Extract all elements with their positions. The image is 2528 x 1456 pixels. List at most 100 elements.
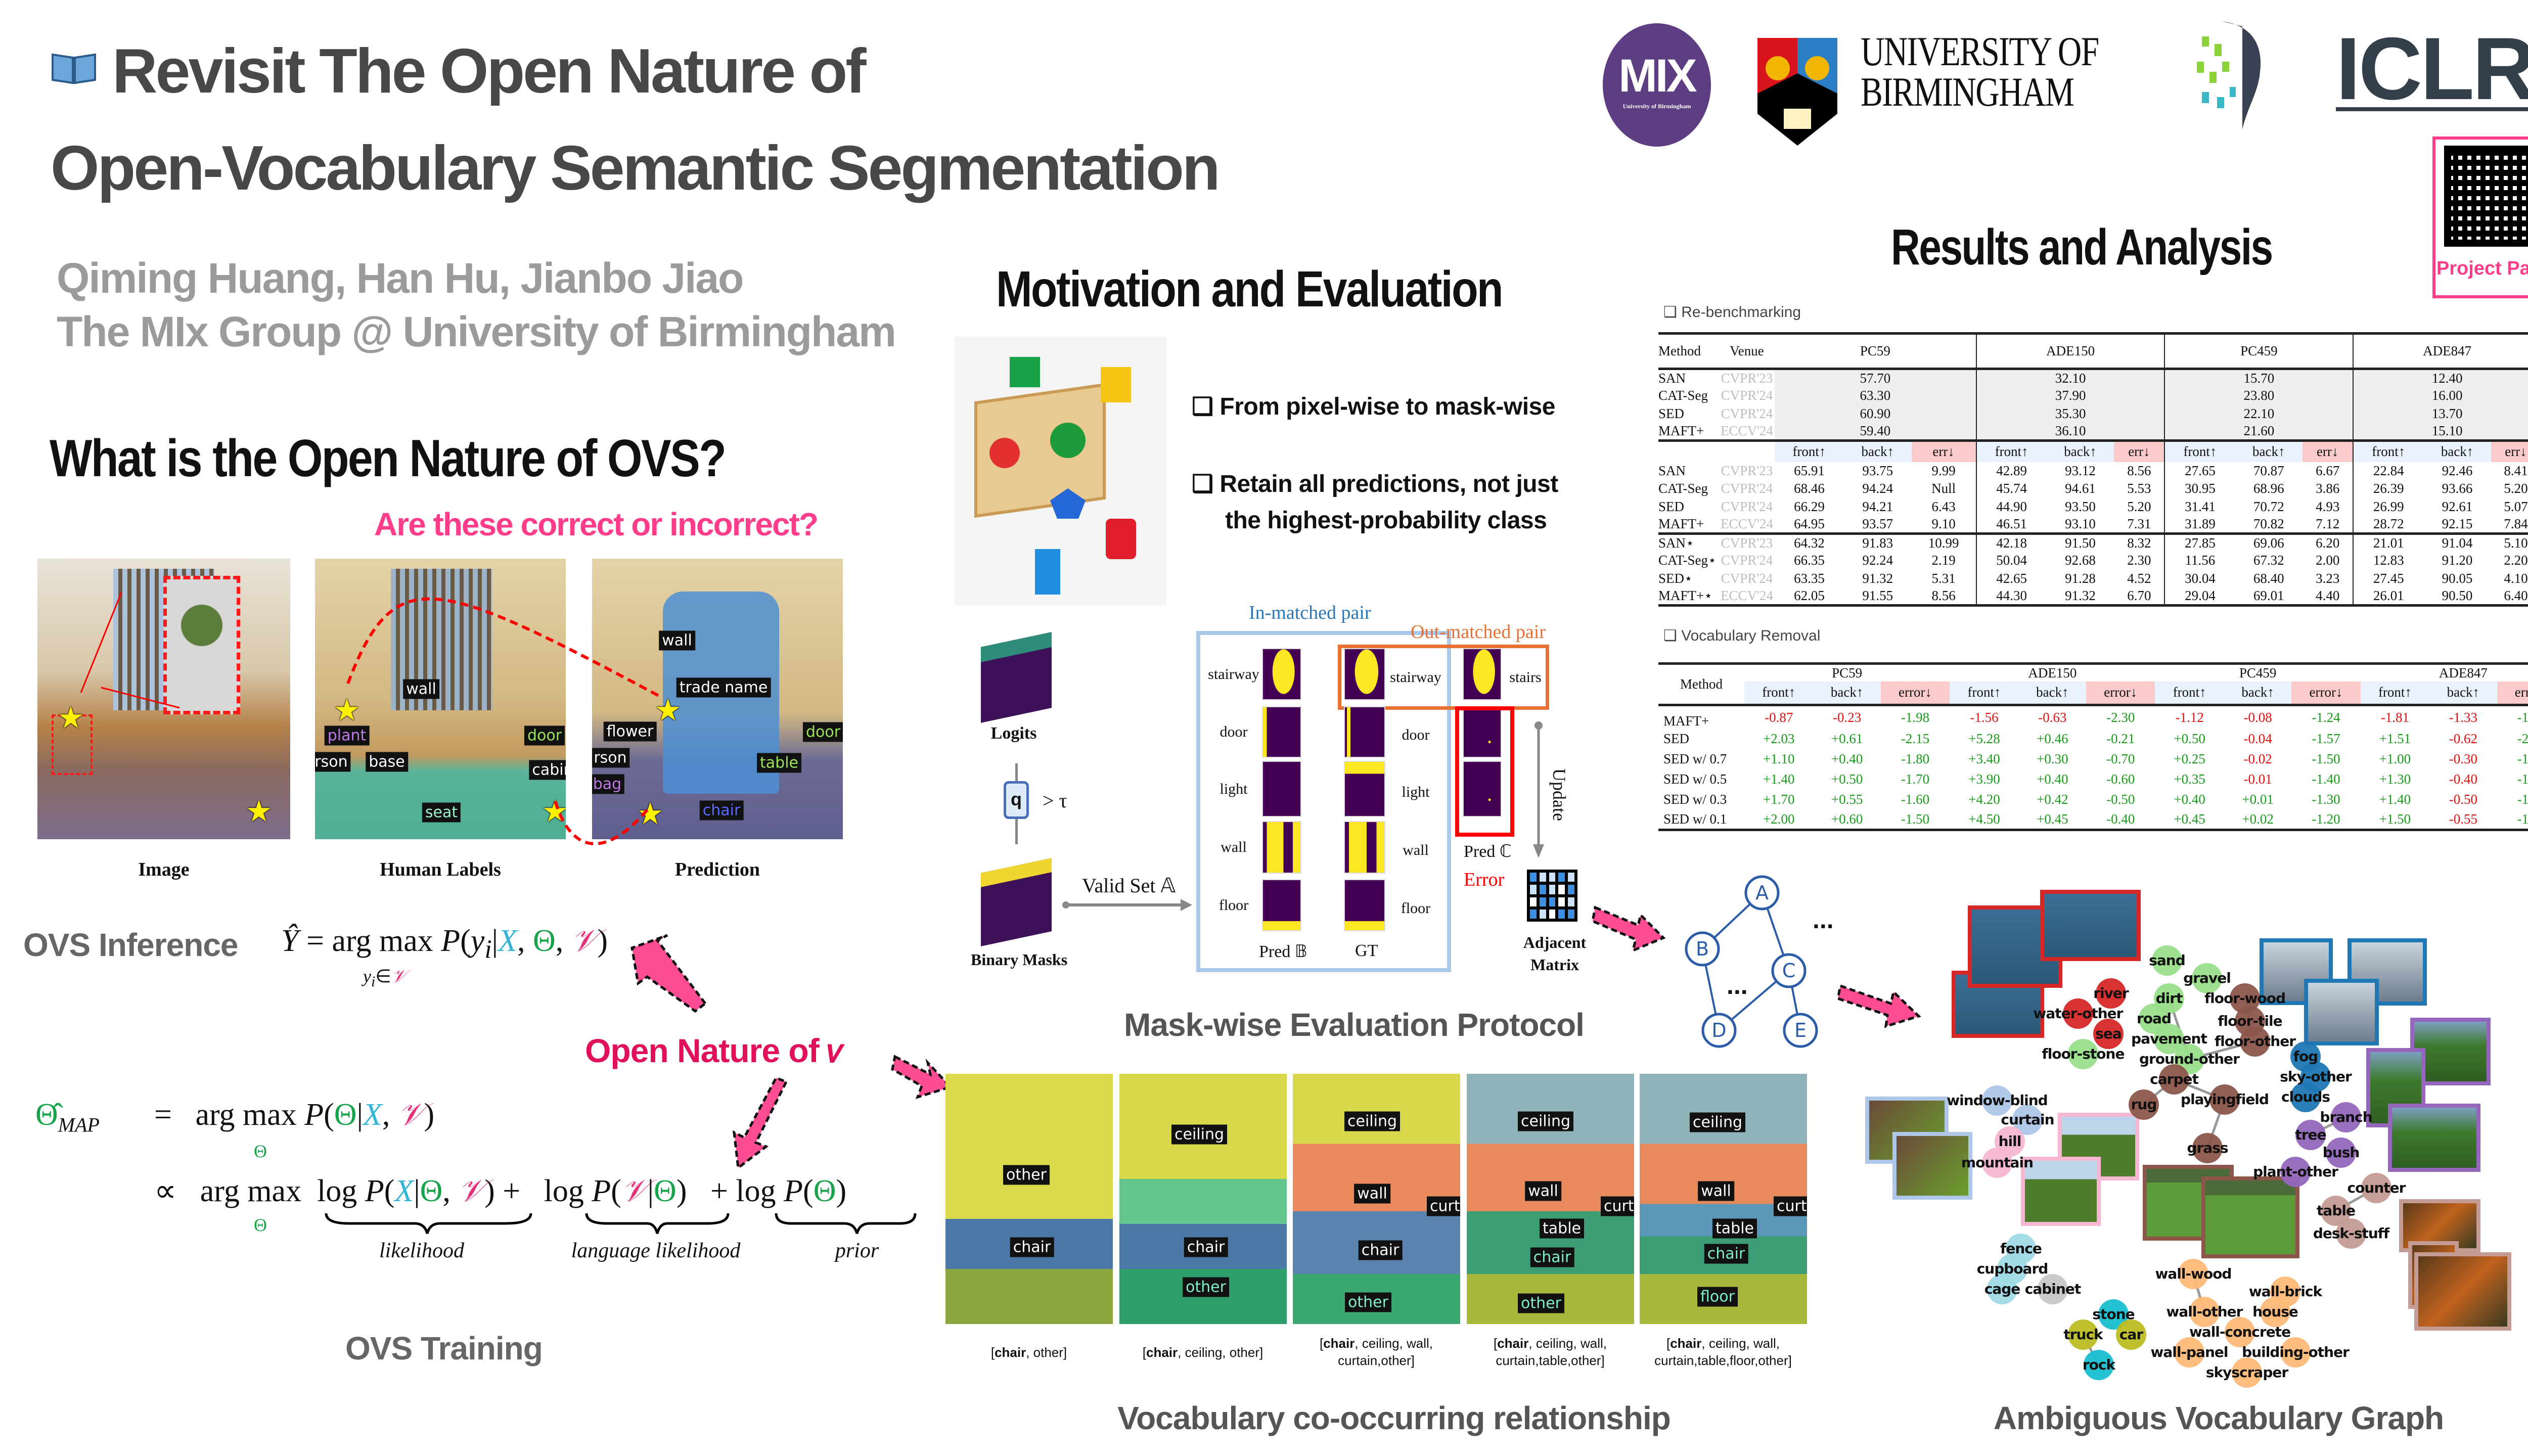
delta-cell: +3.40 xyxy=(1968,751,2000,766)
underbraces xyxy=(325,1213,917,1234)
metric-cell: 2.00 xyxy=(2316,553,2340,568)
dataset-header: PC59 xyxy=(1860,343,1890,358)
poster-title-line2: Open-Vocabulary Semantic Segmentation xyxy=(51,133,1221,203)
delta-cell: +0.02 xyxy=(2242,811,2274,827)
flower-highlight-box xyxy=(52,714,93,775)
segment-label-tag: chair xyxy=(1704,1244,1748,1264)
class-label: floor xyxy=(1218,896,1249,914)
in-matched-box xyxy=(1196,631,1451,972)
method-cell: MAFT+ xyxy=(1658,516,1704,531)
sub-header-cell: front↑ xyxy=(2353,440,2424,462)
delta-cell: +0.35 xyxy=(2174,771,2205,787)
zoom-inset xyxy=(163,576,240,714)
graph-node xyxy=(1685,931,1720,967)
caption-text: , ceiling, wall, xyxy=(1701,1336,1780,1351)
vocab-cooccurring-title: Vocabulary co-occurring relationship xyxy=(1117,1400,1671,1436)
metric-cell: 30.95 xyxy=(2164,480,2235,498)
metric-cell: 92.24 xyxy=(1862,553,1893,568)
graph-node-label: fence xyxy=(2000,1240,2042,1257)
graph-node xyxy=(2295,1120,2326,1150)
graph-node xyxy=(2331,1102,2361,1132)
venue-cell: CVPR'23 xyxy=(1721,463,1773,478)
iclr-logo-text: ICLR xyxy=(2336,25,2528,113)
vocab-removal-label: ❑ Vocabulary Removal xyxy=(1663,627,1820,645)
table-row: SED CVPR'24 66.29 94.21 6.43 44.90 93.50 5.20 31… xyxy=(1658,497,2528,516)
method-cell: SAN xyxy=(1658,463,1686,478)
delta-cell: +4.50 xyxy=(1968,811,2000,827)
metric-cell: 94.24 xyxy=(1862,481,1893,496)
graph-node xyxy=(1982,1085,2012,1116)
metric-cell: 90.50 xyxy=(2442,588,2473,603)
label-tag: rson xyxy=(592,748,630,768)
ovs-inference-label: OVS Inference xyxy=(23,927,238,963)
caption-text: curtain,table,other] xyxy=(1496,1353,1605,1368)
method-cell: CAT-Seg⋆ xyxy=(1658,553,1717,568)
binary-mask-thumbnail xyxy=(1262,821,1301,874)
graph-node-label: sea xyxy=(2095,1025,2122,1042)
graph-node xyxy=(2225,1317,2255,1347)
graph-node-label: table xyxy=(2317,1202,2356,1219)
metric-cell: 91.32 xyxy=(1862,570,1893,586)
metric-cell: 27.45 xyxy=(2353,569,2424,587)
inference-subscript: yi∈𝒱 xyxy=(363,966,407,990)
sub-header-row: front↑ back↑ error↓ front↑ back↑ error↓ front↑… xyxy=(1658,681,2528,705)
project-page-label[interactable]: Project Page xyxy=(2436,258,2528,279)
star-icon: ★ xyxy=(654,693,682,727)
metric-cell: 4.40 xyxy=(2316,588,2340,603)
delta-cell: -1.81 xyxy=(2380,709,2410,725)
class-label: wall xyxy=(1403,842,1429,858)
graph-node-label: hill xyxy=(1998,1133,2022,1150)
graph-node xyxy=(1987,1274,2017,1304)
delta-cell: +5.28 xyxy=(1968,731,2000,746)
arrow-icon xyxy=(1591,905,1666,953)
binary-mask-thumbnail xyxy=(1262,706,1301,758)
graph-node xyxy=(2336,1218,2366,1249)
caption-prediction: Prediction xyxy=(674,859,760,880)
qr-code[interactable] xyxy=(2444,146,2528,247)
example-image-thumbnail xyxy=(2304,979,2379,1045)
segment-label-tag: other xyxy=(1003,1165,1050,1185)
metric-cell: 69.06 xyxy=(2253,535,2284,551)
venue-cell: CVPR'24 xyxy=(1721,405,1773,421)
miou-cell: 35.30 xyxy=(1975,404,2165,423)
delta-cell: -0.87 xyxy=(1765,709,1793,725)
metric-cell: Null xyxy=(1931,481,1956,496)
mask-wise-protocol-title: Mask-wise Evaluation Protocol xyxy=(1124,1007,1585,1043)
miou-cell: 36.10 xyxy=(1975,423,2165,441)
metric-cell: 8.56 xyxy=(1931,588,1956,603)
venue-cell: CVPR'24 xyxy=(1721,388,1773,403)
label-tag: wall xyxy=(403,679,439,699)
table-row: MAFT+ ECCV'24 59.40 36.10 21.60 15.10 xyxy=(1658,423,2528,441)
table-row: SED w/ 0.5 +1.40 +0.50 -1.70 +3.90 +0.40 -0.60… xyxy=(1658,769,2528,790)
method-cell: SAN xyxy=(1658,371,1686,386)
delta-cell: -0.63 xyxy=(2038,709,2067,725)
metric-cell: 7.31 xyxy=(2127,516,2151,531)
metric-cell: 5.10 xyxy=(2504,535,2528,551)
delta-cell: -1.60 xyxy=(2517,792,2528,807)
delta-cell: -0.02 xyxy=(2243,751,2272,766)
graph-node-label: wall-other xyxy=(2166,1303,2243,1320)
delta-cell: +0.01 xyxy=(2242,792,2274,807)
valid-set-arrow xyxy=(1062,899,1192,911)
binary-mask-thumbnail xyxy=(1344,761,1385,817)
column-header: Method xyxy=(1680,676,1723,692)
project-page-qr[interactable]: Project Page xyxy=(2432,136,2528,298)
delta-cell: +1.70 xyxy=(1763,792,1795,807)
method-cell: SAN⋆ xyxy=(1658,535,1694,551)
metric-cell: 44.30 xyxy=(1975,587,2047,606)
uob-crest xyxy=(1757,38,1837,146)
venue-cell: CVPR'23 xyxy=(1721,371,1773,386)
mix-logo-text: MIX xyxy=(1618,50,1697,102)
map-equation: Θ̂MAP xyxy=(35,1098,100,1136)
gt-label: GT xyxy=(1355,941,1378,960)
metric-cell: 26.01 xyxy=(2353,587,2424,606)
vocab-removal-label-text: Vocabulary Removal xyxy=(1681,627,1821,644)
open-nature-label: Open Nature of 𝑣 xyxy=(585,1032,843,1069)
metric-cell: 91.28 xyxy=(2065,570,2096,586)
metric-cell: 90.05 xyxy=(2442,570,2473,586)
label-tag: cabin xyxy=(529,760,566,780)
valid-set-label: Valid Set 𝔸 xyxy=(1082,874,1176,897)
delta-cell: +1.40 xyxy=(1763,771,1795,787)
section-heading-open-nature: What is the Open Nature of OVS? xyxy=(50,429,727,488)
graph-node xyxy=(1771,953,1807,988)
